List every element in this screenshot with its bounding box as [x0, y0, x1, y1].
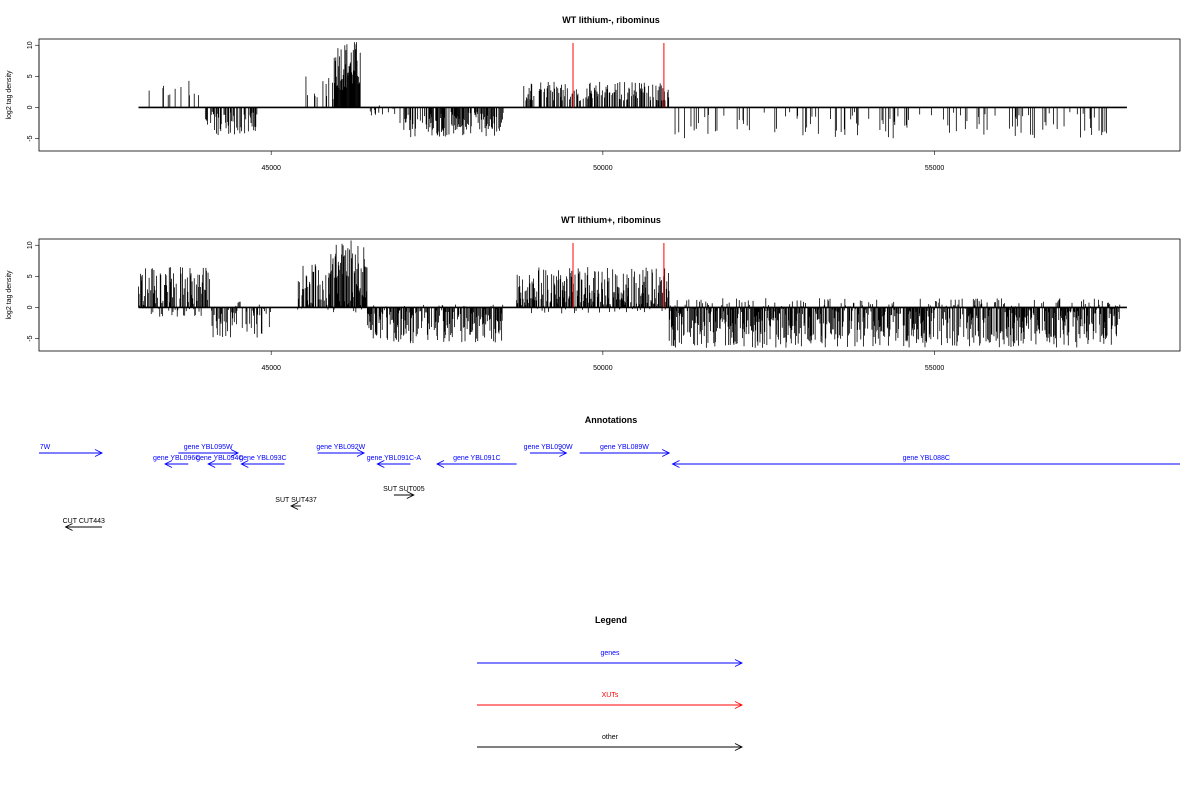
track-panel-lithium-plus: WT lithium+, ribominus log2 tag density … [6, 215, 1181, 372]
legend-item-gene: genes [477, 650, 744, 667]
axes: -5 0 5 10 45000 50000 55000 [27, 241, 1127, 372]
y-tick-label: 10 [27, 241, 34, 249]
y-axis-label: log2 tag density [6, 270, 13, 320]
x-tick-label: 50000 [593, 165, 613, 172]
annotation-arrowhead [662, 449, 671, 457]
annotation-arrowhead [240, 460, 249, 468]
annotation-gene-ybl095w: gene YBL095W [178, 444, 240, 457]
y-tick-label: -5 [27, 135, 34, 141]
annotation-gene-ybl089w: gene YBL089W [579, 444, 671, 457]
track-panel-lithium-minus: WT lithium-, ribominus log2 tag density … [6, 15, 1181, 172]
annotation-arrowhead [671, 460, 680, 468]
annotation-label: gene YBL091C-A [367, 455, 422, 462]
annotation-arrowhead [164, 460, 173, 468]
legend-item-xut: XUTs [477, 692, 744, 709]
legend-arrowhead [734, 659, 744, 667]
annotation-label: CUT CUT443 [63, 518, 105, 525]
annotation-gene-ybl091c-a: gene YBL091C-A [367, 455, 422, 468]
annotation-gene-ybl091c: gene YBL091C [436, 455, 517, 468]
annotation-label: gene YBL092W [316, 444, 365, 451]
annotation-label: gene YBL090W [524, 444, 573, 451]
annotations-title: Annotations [585, 415, 638, 425]
annotation-cut-cut443: CUT CUT443 [63, 518, 105, 531]
annotation-arrowhead [207, 460, 216, 468]
legend-arrowhead [734, 743, 744, 751]
annotation-arrowhead [376, 460, 385, 468]
y-tick-label: 10 [27, 41, 34, 49]
panel-title: WT lithium-, ribominus [562, 15, 660, 25]
annotation-gene-ybl092w: gene YBL092W [316, 444, 366, 457]
annotation-gene-ybl094c: gene YBL094C [196, 455, 243, 468]
y-tick-label: -5 [27, 335, 34, 341]
annotation-arrowhead [356, 449, 366, 457]
annotation-gene-ybl093c: gene YBL093C [239, 455, 287, 468]
y-tick-label: 0 [27, 305, 34, 309]
x-tick-label: 45000 [261, 365, 281, 372]
annotation-sut-sut005: SUT SUT005 [383, 486, 425, 499]
annotation-arrowhead [559, 449, 568, 457]
y-tick-label: 5 [27, 74, 34, 78]
axes: -5 0 5 10 45000 50000 55000 [27, 41, 1127, 172]
legend-label: genes [600, 650, 620, 657]
annotation-7w: 7W [39, 444, 104, 457]
annotation-label: SUT SUT005 [383, 486, 425, 493]
signal-bars [138, 240, 1121, 348]
annotation-arrowhead [406, 491, 415, 499]
annotation-arrowhead [94, 449, 104, 457]
annotation-arrowhead [290, 502, 299, 510]
x-tick-label: 55000 [925, 365, 945, 372]
annotation-label: gene YBL093C [239, 455, 286, 462]
x-tick-label: 45000 [261, 165, 281, 172]
legend-item-other: other [477, 734, 744, 751]
x-tick-label: 50000 [593, 365, 613, 372]
annotation-sut-sut437: SUT SUT437 [275, 497, 317, 510]
annotation-arrowhead [436, 460, 445, 468]
annotation-label: gene YBL096C [153, 455, 200, 462]
annotation-label: gene YBL095W [184, 444, 233, 451]
y-axis-label: log2 tag density [6, 70, 13, 120]
y-tick-label: 5 [27, 274, 34, 278]
x-tick-label: 55000 [925, 165, 945, 172]
annotation-arrowhead [230, 449, 240, 457]
annotation-label: gene YBL094C [196, 455, 243, 462]
annotation-arrowhead [64, 523, 73, 531]
annotation-gene-ybl088c: gene YBL088C [671, 455, 1180, 468]
annotation-label: gene YBL089W [600, 444, 649, 451]
legend-title: Legend [595, 615, 627, 625]
signal-bars [148, 42, 1107, 139]
legend: Legend genes XUTs other [477, 615, 744, 751]
annotation-label: gene YBL091C [453, 455, 500, 462]
legend-label: other [602, 734, 619, 741]
y-tick-label: 0 [27, 105, 34, 109]
annotation-label: 7W [40, 444, 51, 451]
annotation-label: SUT SUT437 [275, 497, 317, 504]
annotation-gene-ybl096c: gene YBL096C [153, 455, 200, 468]
legend-arrowhead [734, 701, 744, 709]
panel-title: WT lithium+, ribominus [561, 215, 661, 225]
annotation-label: gene YBL088C [903, 455, 950, 462]
annotation-gene-ybl090w: gene YBL090W [524, 444, 573, 457]
legend-label: XUTs [602, 692, 619, 699]
